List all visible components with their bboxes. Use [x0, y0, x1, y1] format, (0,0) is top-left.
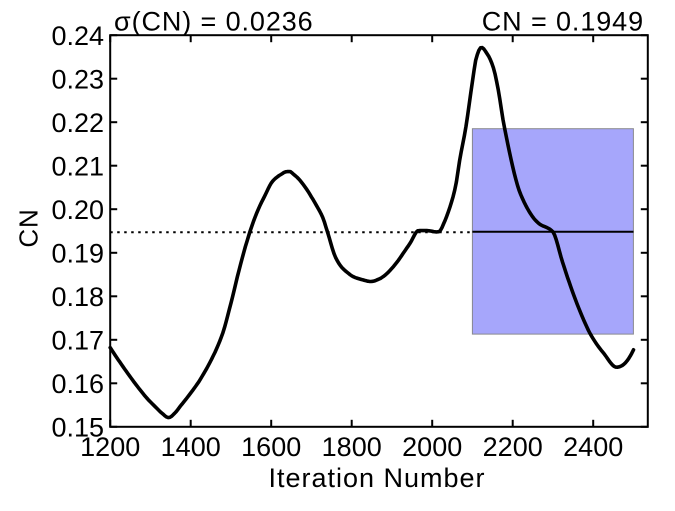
svg-text:2200: 2200	[483, 432, 543, 462]
svg-text:2000: 2000	[402, 432, 462, 462]
svg-text:0.18: 0.18	[51, 282, 104, 312]
svg-text:CN: CN	[14, 208, 44, 247]
svg-text:2400: 2400	[563, 432, 623, 462]
svg-text:0.19: 0.19	[51, 239, 104, 269]
svg-text:0.21: 0.21	[51, 152, 104, 182]
svg-text:0.20: 0.20	[51, 195, 104, 225]
svg-text:0.22: 0.22	[51, 108, 104, 138]
svg-text:Iteration Number: Iteration Number	[268, 463, 485, 493]
svg-text:1800: 1800	[322, 432, 382, 462]
svg-text:1400: 1400	[161, 432, 221, 462]
svg-text:1600: 1600	[241, 432, 301, 462]
svg-text:0.24: 0.24	[51, 21, 104, 51]
svg-text:1200: 1200	[80, 432, 140, 462]
svg-text:σ(CN) = 0.0236: σ(CN) = 0.0236	[114, 7, 314, 37]
svg-text:0.15: 0.15	[51, 413, 104, 443]
svg-text:0.23: 0.23	[51, 65, 104, 95]
svg-text:0.16: 0.16	[51, 369, 104, 399]
svg-text:CN = 0.1949: CN = 0.1949	[482, 7, 644, 37]
svg-text:0.17: 0.17	[51, 326, 104, 356]
